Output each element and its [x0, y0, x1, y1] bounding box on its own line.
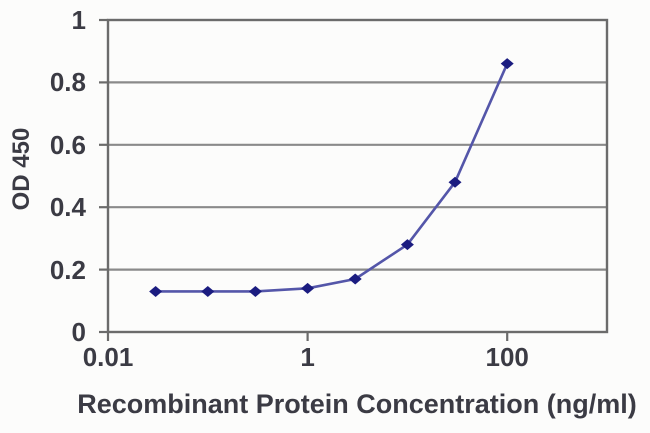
- series-line: [154, 62, 509, 293]
- x-axis-tick-label: 100: [485, 342, 529, 372]
- y-axis-tick-label: 0.4: [49, 192, 86, 223]
- x-axis-title: Recombinant Protein Concentration (ng/ml…: [77, 389, 637, 419]
- data-point-diamond-marker: [201, 285, 215, 297]
- y-axis-tick-label: 0.6: [49, 129, 86, 160]
- data-point-diamond-marker: [448, 176, 462, 188]
- data-point-diamond-marker: [149, 285, 163, 297]
- data-point-diamond-marker: [348, 273, 362, 285]
- y-axis-tick-label: 1: [71, 5, 86, 35]
- y-axis-tick-label: 0: [71, 317, 86, 347]
- data-point-diamond-marker: [400, 239, 414, 251]
- x-axis-tick-label: 0.01: [82, 342, 134, 372]
- data-point-diamond-marker: [248, 285, 262, 297]
- data-point-diamond-marker: [500, 58, 514, 70]
- data-point-diamond-marker: [301, 282, 315, 294]
- y-axis-tick-label: 0.8: [49, 67, 86, 98]
- x-axis-tick-label: 1: [300, 342, 315, 372]
- y-axis-tick-label: 0.2: [49, 254, 86, 285]
- plot-border: [106, 18, 609, 334]
